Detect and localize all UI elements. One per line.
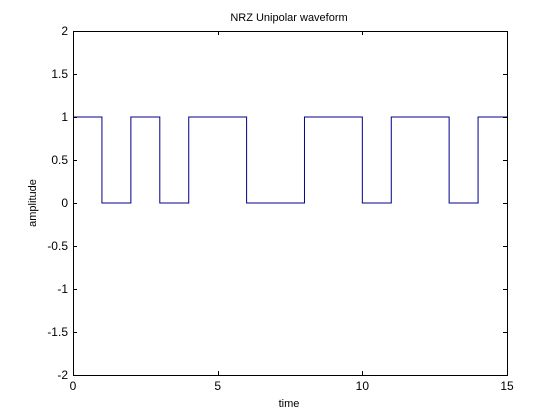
y-tick-label: -2 bbox=[57, 368, 68, 382]
y-tick-label: 2 bbox=[61, 24, 68, 38]
y-tick-label: 0 bbox=[61, 196, 68, 210]
y-tick-label: 1.5 bbox=[51, 67, 68, 81]
y-tick-label: 0.5 bbox=[51, 153, 68, 167]
y-axis-label: amplitude bbox=[27, 179, 39, 227]
x-tick-label: 10 bbox=[356, 379, 370, 393]
chart-title: NRZ Unipolar waveform bbox=[230, 12, 347, 24]
y-tick-label: -1.5 bbox=[47, 325, 68, 339]
x-ticks: 0 5 10 15 bbox=[70, 31, 514, 393]
x-tick-label: 5 bbox=[214, 379, 221, 393]
y-tick-label: -0.5 bbox=[47, 239, 68, 253]
series-line-0 bbox=[73, 116, 507, 204]
x-tick-label: 0 bbox=[70, 379, 77, 393]
series-layer bbox=[73, 116, 507, 204]
y-tick-label: 1 bbox=[61, 110, 68, 124]
x-axis-label: time bbox=[279, 398, 300, 410]
x-tick-label: 15 bbox=[500, 379, 514, 393]
y-tick-label: -1 bbox=[57, 282, 68, 296]
y-ticks: -2 -1.5 -1 -0.5 0 0.5 1 1.5 2 bbox=[47, 24, 507, 382]
